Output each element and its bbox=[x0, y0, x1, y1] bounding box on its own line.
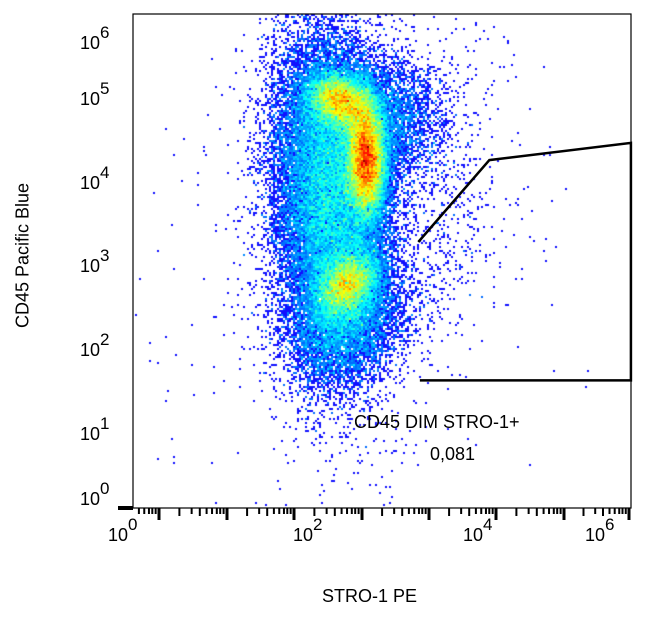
gate-percentage-label: 0,081 bbox=[430, 444, 476, 464]
y-axis-label: CD45 Pacific Blue bbox=[12, 182, 33, 329]
y-tick-label: 100 bbox=[80, 479, 110, 509]
y-tick-label: 102 bbox=[80, 330, 110, 360]
gate-polygon[interactable] bbox=[417, 141, 633, 382]
x-tick-label: 104 bbox=[463, 515, 493, 545]
x-axis-ticks bbox=[137, 508, 631, 520]
y-tick-label: 106 bbox=[80, 23, 110, 53]
x-axis-label: STRO-1 PE bbox=[322, 586, 418, 606]
density-events bbox=[133, 14, 631, 508]
x-tick-label: 106 bbox=[585, 515, 615, 545]
x-tick-label: 102 bbox=[293, 515, 323, 545]
gate-name-label: CD45 DIM STRO-1+ bbox=[354, 412, 520, 432]
y-tick-label: 103 bbox=[80, 246, 110, 276]
y-tick-label: 104 bbox=[80, 163, 110, 193]
y-tick-label: 101 bbox=[80, 414, 110, 444]
y-tick-label: 105 bbox=[80, 79, 110, 109]
x-tick-label: 100 bbox=[108, 515, 138, 545]
